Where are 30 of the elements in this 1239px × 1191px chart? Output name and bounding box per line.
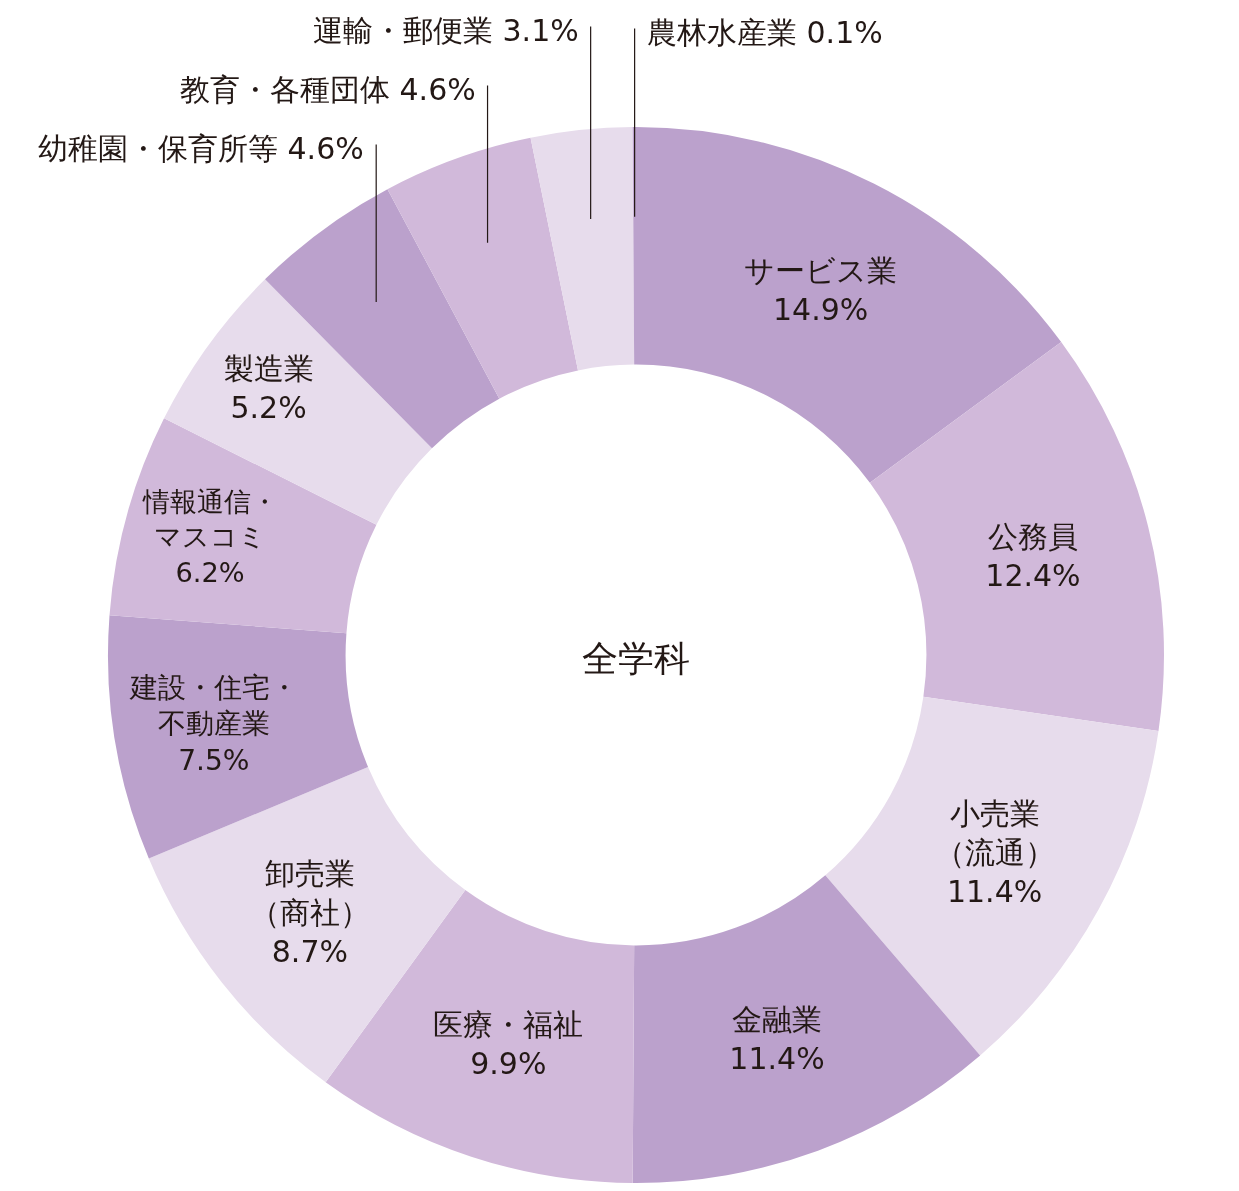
slice-label: 医療・福祉	[433, 1006, 584, 1042]
donut-slice	[825, 696, 1159, 1056]
data-label: 7.5%	[178, 743, 250, 777]
slice-label: 情報通信・マスコミ	[141, 486, 278, 553]
donut-slice	[530, 127, 635, 371]
slice-label: サービス業	[744, 252, 898, 288]
slice-label: 小売業（流通）	[934, 795, 1055, 870]
data-label: 11.4%	[946, 873, 1043, 909]
slice-label: 公務員	[987, 518, 1078, 554]
slice-label: 卸売業（商社）	[249, 856, 370, 931]
donut-slice	[636, 127, 1062, 483]
donut-slice	[869, 341, 1164, 732]
data-label: 14.9%	[772, 291, 869, 327]
data-label: 11.4%	[729, 1041, 825, 1077]
donut-slice	[108, 615, 369, 859]
slice-label: 幼稚園・保育所等 4.6%	[38, 131, 364, 166]
donut-slice	[387, 137, 578, 399]
slice-label: 運輸・郵便業 3.1%	[313, 13, 579, 48]
slice-label: 農林水産業 0.1%	[647, 15, 883, 50]
donut-slice	[109, 418, 377, 634]
slice-label: 金融業	[732, 1002, 823, 1038]
data-label: 5.2%	[230, 390, 307, 426]
slice-label: 建設・住宅・不動産業	[128, 670, 298, 741]
data-label: 12.4%	[985, 557, 1081, 593]
data-label: 6.2%	[175, 556, 245, 588]
slice-label: 教育・各種団体 4.6%	[180, 72, 476, 107]
data-label: 8.7%	[271, 934, 348, 970]
data-label: 9.9%	[470, 1045, 547, 1081]
slice-label: 製造業	[223, 351, 314, 387]
text: 全学科	[582, 637, 690, 679]
